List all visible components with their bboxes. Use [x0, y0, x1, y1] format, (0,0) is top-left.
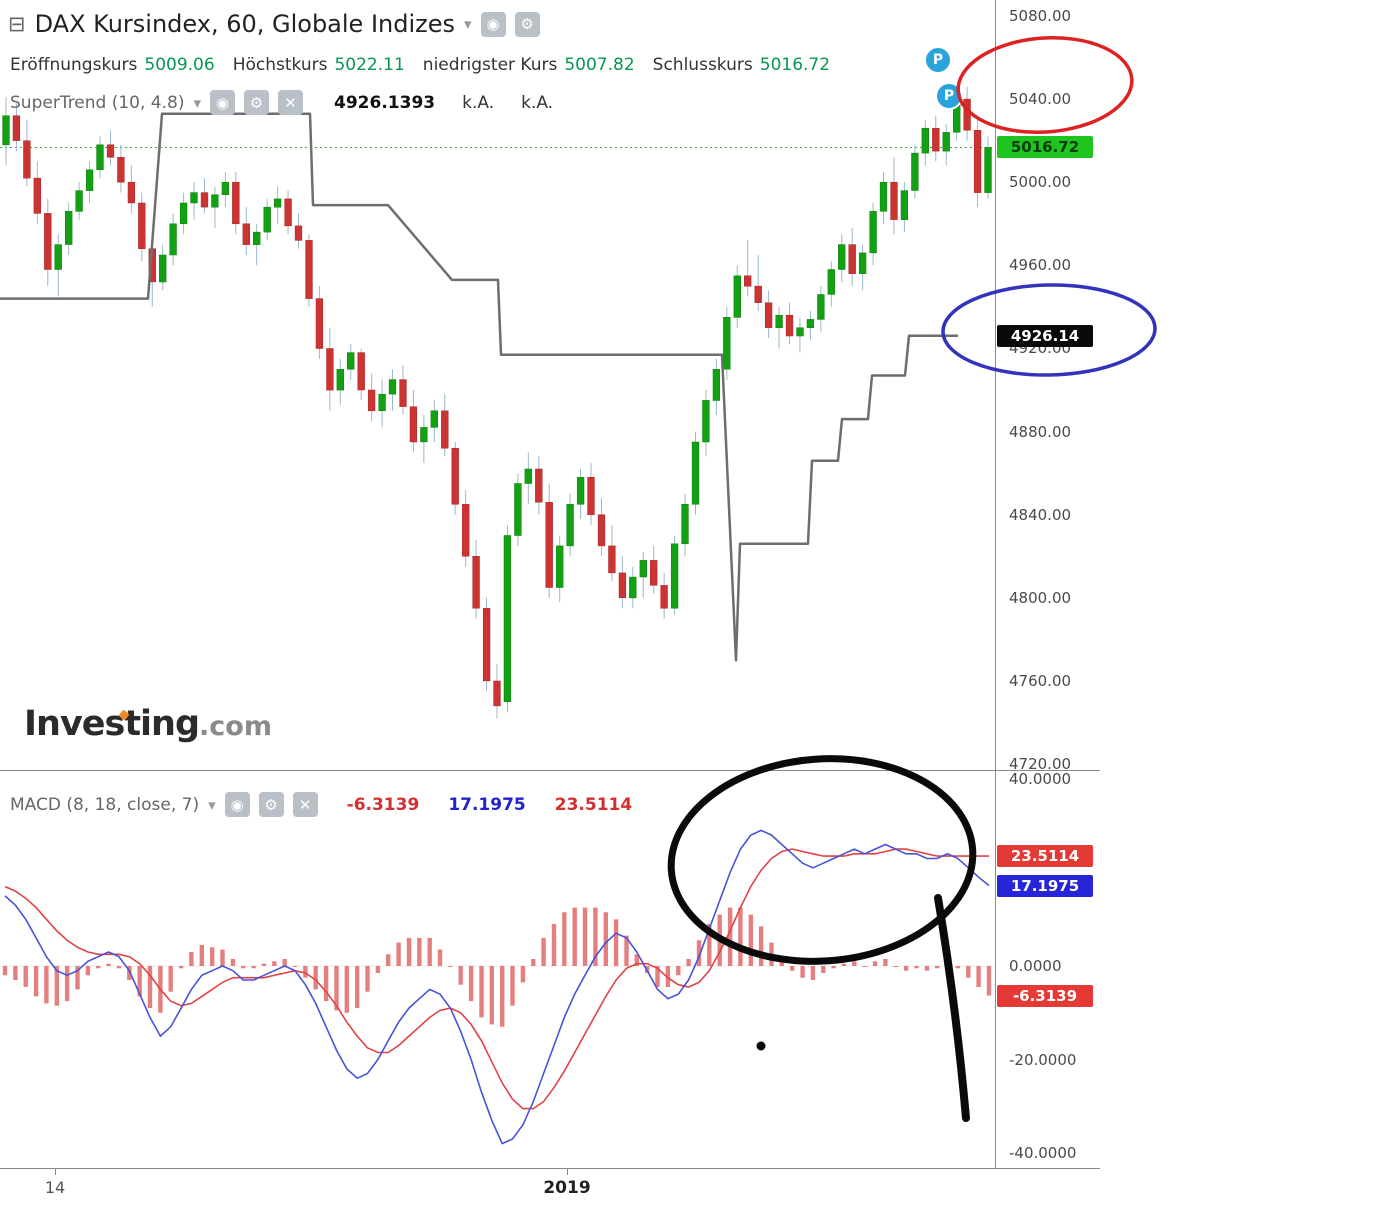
macd-line [4, 829, 990, 1145]
axis-label: 5000.00 [1009, 173, 1072, 192]
axis-label: 4880.00 [1009, 422, 1072, 441]
macd-tag-histogram: -6.3139 [997, 984, 1093, 1007]
chevron-down-icon[interactable]: ▾ [193, 93, 202, 112]
axis-label: -40.0000 [1009, 1144, 1077, 1162]
pane-separator[interactable] [0, 770, 1100, 771]
ohlc-legend: Eröffnungskurs 5009.06 Höchstkurs 5022.1… [10, 55, 848, 75]
close-value: 5016.72 [759, 55, 831, 75]
logo-text: Investing [24, 704, 200, 744]
open-value: 5009.06 [144, 55, 215, 75]
time-label: 2019 [543, 1178, 591, 1198]
macd-tag-signal: 23.5114 [997, 845, 1093, 868]
marker-badge-2[interactable]: P [935, 82, 963, 110]
axis-label: 4800.00 [1009, 588, 1072, 607]
macd-hist-value: -6.3139 [346, 794, 420, 815]
logo-suffix: .com [199, 711, 272, 742]
time-axis[interactable]: 14 2019 [0, 1168, 1100, 1206]
supertrend-line [0, 112, 958, 662]
macd-signal-line [4, 848, 989, 1110]
supertrend-na-2: k.A. [521, 92, 554, 113]
supertrend-legend: SuperTrend (10, 4.8) ▾ ◉ ⚙ ✕ 4926.1393 k… [10, 90, 553, 115]
axis-label: 5040.00 [1009, 90, 1072, 109]
macd-histogram [2, 907, 992, 1027]
high-label: Höchstkurs [232, 55, 328, 75]
chevron-down-icon[interactable]: ▾ [464, 15, 472, 33]
price-axis[interactable]: 5080.00 5040.00 5000.00 4960.00 4920.00 4880.… [995, 0, 1116, 1168]
axis-label: -20.0000 [1009, 1050, 1077, 1069]
macd-line-value: 17.1975 [448, 794, 526, 815]
chart-title[interactable]: DAX Kursindex, 60, Globale Indizes [34, 10, 456, 38]
axis-label: 5080.00 [1009, 7, 1072, 25]
supertrend-value: 4926.1393 [334, 92, 436, 113]
gear-icon[interactable]: ⚙ [514, 11, 540, 37]
macd-tag-macd: 17.1975 [997, 874, 1093, 897]
time-label: 14 [44, 1178, 66, 1197]
marker-badge-1[interactable]: P [924, 46, 952, 74]
low-label: niedrigster Kurs [422, 55, 558, 75]
supertrend-na-1: k.A. [462, 92, 495, 113]
collapse-icon[interactable]: ⊟ [8, 11, 26, 36]
low-value: 5007.82 [564, 55, 635, 75]
investing-logo: Investing .com [24, 704, 272, 744]
high-value: 5022.11 [334, 55, 405, 75]
axis-label: 4720.00 [1009, 755, 1072, 774]
gear-icon[interactable]: ⚙ [244, 90, 270, 115]
macd-legend: MACD (8, 18, close, 7) ▾ ◉ ⚙ ✕ -6.3139 1… [10, 792, 632, 817]
eye-icon[interactable]: ◉ [224, 792, 250, 817]
time-tick [55, 1169, 56, 1175]
axis-label: 0.0000 [1009, 957, 1062, 975]
eye-icon[interactable]: ◉ [480, 11, 506, 37]
macd-label[interactable]: MACD (8, 18, close, 7) [10, 794, 200, 815]
close-label: Schlusskurs [652, 55, 753, 75]
price-tag-close: 5016.72 [997, 136, 1093, 159]
eye-icon[interactable]: ◉ [210, 90, 236, 115]
close-icon[interactable]: ✕ [278, 90, 304, 115]
gear-icon[interactable]: ⚙ [258, 792, 284, 817]
chart-header: ⊟ DAX Kursindex, 60, Globale Indizes ▾ ◉… [8, 10, 540, 38]
axis-label: 4760.00 [1009, 671, 1072, 690]
open-label: Eröffnungskurs [10, 55, 138, 75]
macd-pane[interactable] [0, 771, 995, 1168]
chevron-down-icon[interactable]: ▾ [208, 795, 216, 814]
close-icon[interactable]: ✕ [292, 792, 318, 817]
price-tag-supertrend: 4926.14 [997, 324, 1093, 347]
axis-label: 40.0000 [1009, 770, 1072, 788]
supertrend-label[interactable]: SuperTrend (10, 4.8) [10, 92, 185, 113]
candlestick-series [2, 86, 992, 719]
axis-label: 4960.00 [1009, 256, 1072, 275]
price-pane[interactable] [0, 0, 995, 770]
axis-label: 4840.00 [1009, 505, 1072, 524]
macd-signal-value: 23.5114 [554, 794, 633, 815]
time-tick [567, 1169, 568, 1175]
